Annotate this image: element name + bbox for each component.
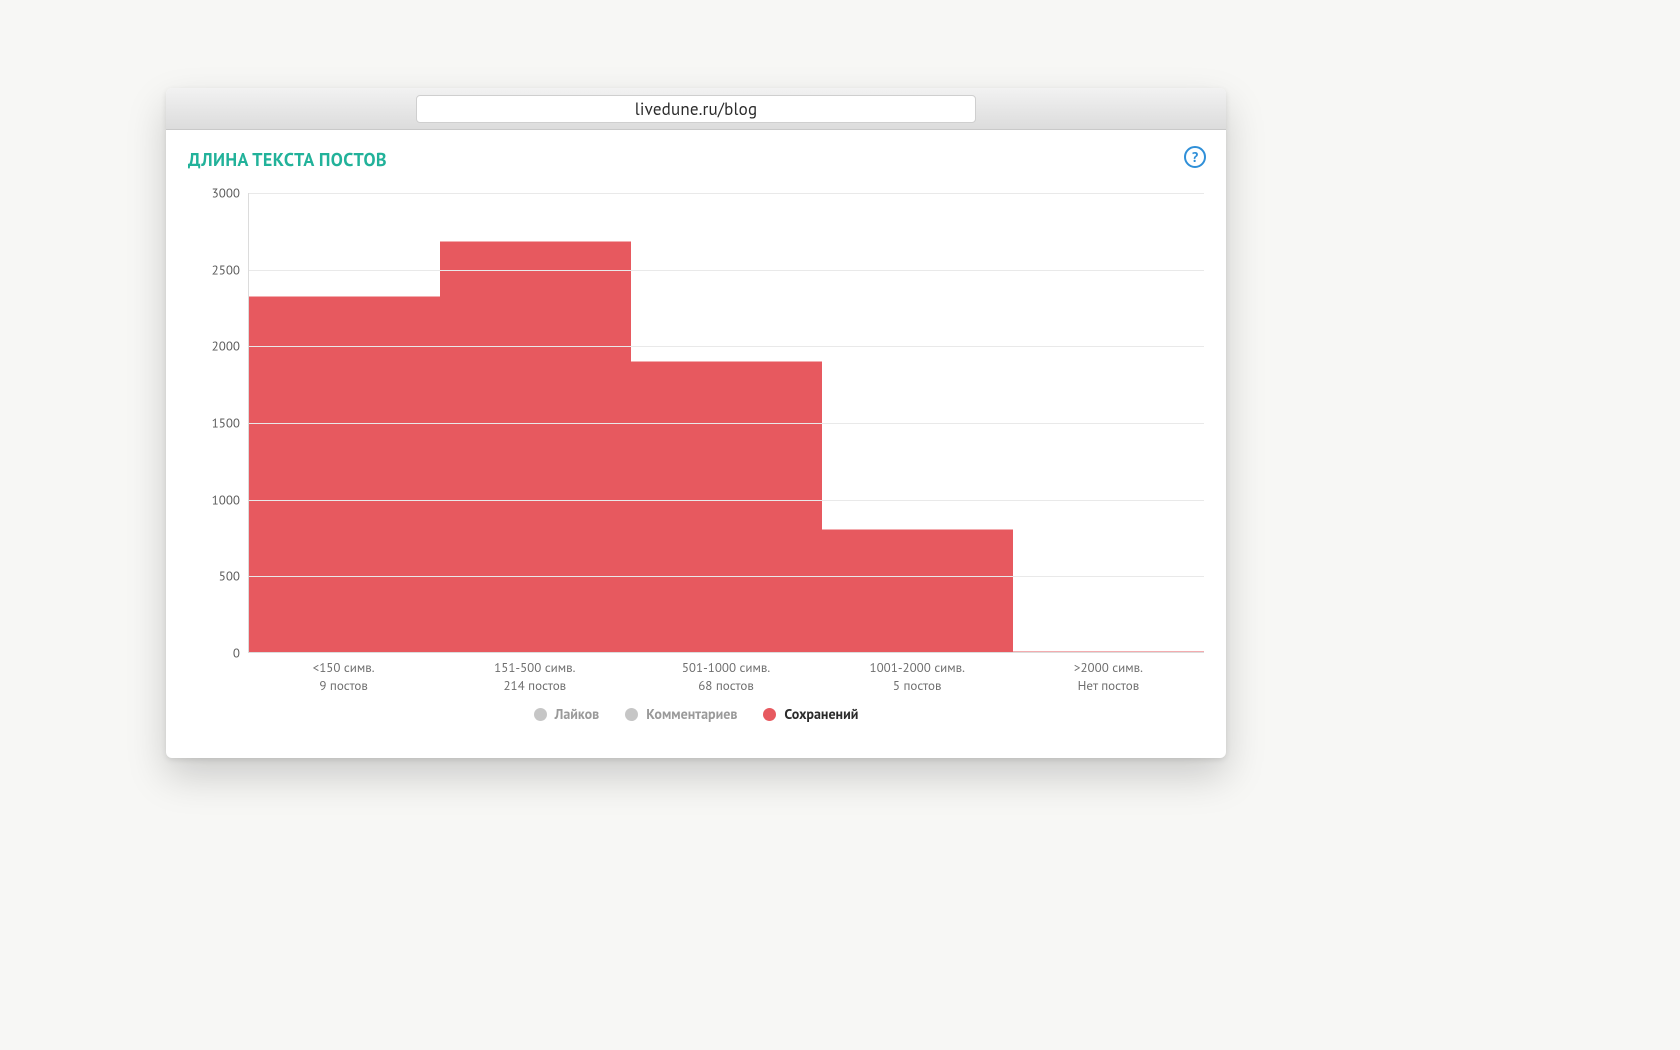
legend-item[interactable]: Комментариев <box>625 705 737 723</box>
x-axis-label: 151-500 симв.214 постов <box>439 659 630 694</box>
legend-label: Комментариев <box>646 705 737 723</box>
legend-item[interactable]: Лайков <box>534 705 600 723</box>
help-glyph: ? <box>1192 148 1198 166</box>
browser-titlebar: livedune.ru/blog <box>166 88 1226 130</box>
bar[interactable] <box>440 241 631 652</box>
y-tick-label: 500 <box>219 568 240 585</box>
grid-line <box>249 270 1204 271</box>
grid-line <box>249 500 1204 501</box>
grid-line <box>249 576 1204 577</box>
bar[interactable] <box>822 529 1013 652</box>
legend-label: Сохранений <box>784 705 858 723</box>
x-label-line1: 151-500 симв. <box>439 659 630 677</box>
x-label-line2: 68 постов <box>630 677 821 695</box>
stage: livedune.ru/blog ДЛИНА ТЕКСТА ПОСТОВ ? 0… <box>0 0 1680 1050</box>
legend-swatch <box>763 708 776 721</box>
x-label-line1: <150 симв. <box>248 659 439 677</box>
help-icon[interactable]: ? <box>1184 146 1206 168</box>
y-axis: 050010001500200025003000 <box>188 193 248 653</box>
legend-swatch <box>625 708 638 721</box>
grid-line <box>249 423 1204 424</box>
y-tick-label: 1500 <box>212 415 240 432</box>
legend-swatch <box>534 708 547 721</box>
legend-item[interactable]: Сохранений <box>763 705 858 723</box>
y-tick-label: 2000 <box>212 338 240 355</box>
y-tick-label: 0 <box>233 645 240 662</box>
grid-line <box>249 193 1204 194</box>
x-label-line2: 9 постов <box>248 677 439 695</box>
x-label-line2: 214 постов <box>439 677 630 695</box>
plot-area <box>248 193 1204 653</box>
url-field[interactable]: livedune.ru/blog <box>416 95 976 123</box>
y-tick-label: 2500 <box>212 261 240 278</box>
legend-label: Лайков <box>555 705 600 723</box>
card-title: ДЛИНА ТЕКСТА ПОСТОВ <box>188 148 1204 171</box>
chart: 050010001500200025003000 <150 симв.9 пос… <box>188 193 1204 703</box>
x-axis-label: 501-1000 симв.68 постов <box>630 659 821 694</box>
browser-window: livedune.ru/blog ДЛИНА ТЕКСТА ПОСТОВ ? 0… <box>166 88 1226 758</box>
x-axis-label: 1001-2000 симв.5 постов <box>822 659 1013 694</box>
x-label-line1: 501-1000 симв. <box>630 659 821 677</box>
bar[interactable] <box>631 361 822 652</box>
x-label-line2: 5 постов <box>822 677 1013 695</box>
x-label-line1: >2000 симв. <box>1013 659 1204 677</box>
legend: Лайков Комментариев Сохранений <box>188 705 1204 723</box>
y-tick-label: 3000 <box>212 185 240 202</box>
card-body: ДЛИНА ТЕКСТА ПОСТОВ ? 0 500 1000 1500 2000 25… <box>166 130 1226 758</box>
bar[interactable] <box>249 296 440 652</box>
x-axis-labels: <150 симв.9 постов151-500 симв.214 посто… <box>248 659 1204 694</box>
x-label-line1: 1001-2000 симв. <box>822 659 1013 677</box>
bar[interactable] <box>1013 651 1204 652</box>
x-axis-label: >2000 симв.Нет постов <box>1013 659 1204 694</box>
y-tick-label: 1000 <box>212 491 240 508</box>
x-label-line2: Нет постов <box>1013 677 1204 695</box>
x-axis-label: <150 симв.9 постов <box>248 659 439 694</box>
url-text: livedune.ru/blog <box>635 98 758 120</box>
grid-line <box>249 346 1204 347</box>
